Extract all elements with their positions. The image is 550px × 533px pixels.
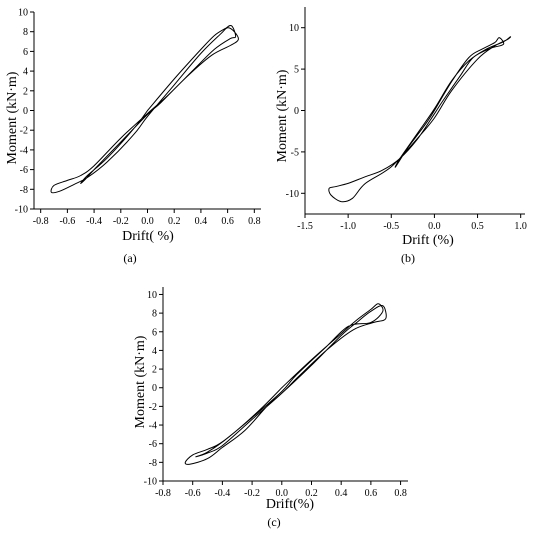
chart-c-y-tick-label: 10	[147, 290, 157, 301]
chart-c-x-tick-label: 0.6	[365, 488, 378, 499]
chart-a-y-tick-label: 2	[23, 86, 28, 97]
chart-a-x-tick-label: -0.6	[59, 216, 75, 227]
chart-c-x-tick-label: 0.4	[335, 488, 348, 499]
chart-a-x-axis-label: Drift( %)	[122, 229, 174, 244]
chart-a-x-tick-label: 0.8	[248, 216, 261, 227]
chart-a: -0.8 -0.6 -0.4 -0.2 0.0 0.2 0.4 0.6 0.8 -10-8-6-…	[5, 8, 261, 265]
chart-a-y-axis-label: Moment (kN·m)	[5, 71, 20, 164]
chart-b-panel-label: (b)	[401, 251, 415, 265]
chart-a-y-tick-label: -10	[15, 205, 28, 216]
chart-b-y-tick-label: -10	[286, 189, 299, 200]
chart-c-x-tick-label: -0.8	[155, 488, 171, 499]
chart-a-y-tick-label: 6	[23, 47, 28, 58]
chart-c-x-tick-label: 0.2	[305, 488, 318, 499]
chart-b-x-tick-label: -1.0	[340, 221, 356, 232]
chart-b-x-tick-label: -1.5	[297, 221, 313, 232]
chart-c-panel-label: (c)	[267, 515, 280, 529]
chart-b-x-axis-label: Drift (%)	[402, 233, 454, 248]
chart-b-x-tick-label: 0.0	[428, 221, 441, 232]
chart-c-y-axis-label: Moment (kN·m)	[133, 335, 148, 428]
chart-a-x-tick-label: 0.6	[221, 216, 234, 227]
chart-c-x-tick-label: -0.6	[185, 488, 201, 499]
chart-c-y-tick-label: 0	[152, 383, 157, 394]
chart-a-y-tick-label: -4	[20, 145, 28, 156]
chart-c-hysteresis-curve	[184, 303, 387, 465]
chart-b-y-ticks: -10 -5 0 5 10	[286, 23, 305, 200]
chart-a-x-tick-label: -0.2	[113, 216, 129, 227]
chart-a-panel-label: (a)	[123, 251, 136, 265]
chart-b-y-tick-label: -5	[291, 147, 299, 158]
chart-b-y-tick-label: 5	[294, 65, 299, 76]
chart-a-y-tick-label: -8	[20, 185, 28, 196]
chart-c: -0.8 -0.6 -0.4 -0.2 0.0 0.2 0.4 0.6 0.8 -10-8-6-…	[133, 287, 408, 529]
chart-a-x-ticks: -0.8 -0.6 -0.4 -0.2 0.0 0.2 0.4 0.6 0.8	[33, 209, 261, 227]
chart-b: -1.5 -1.0 -0.5 0.0 0.5 1.0 -10 -5 0 5 10 Drift (%…	[275, 7, 527, 265]
chart-a-y-tick-label: 4	[23, 67, 28, 78]
chart-c-y-tick-label: -4	[149, 421, 157, 432]
chart-b-x-tick-label: -0.5	[383, 221, 399, 232]
chart-c-y-tick-label: -2	[149, 402, 157, 413]
chart-c-y-tick-label: 6	[152, 327, 157, 338]
chart-c-y-tick-label: 4	[152, 346, 157, 357]
chart-a-hysteresis-curve	[50, 24, 239, 194]
chart-c-curves	[184, 303, 387, 465]
chart-c-x-tick-label: 0.8	[394, 488, 407, 499]
chart-c-x-tick-label: -0.2	[244, 488, 260, 499]
chart-a-x-tick-label: -0.4	[86, 216, 102, 227]
chart-b-hysteresis-curve	[328, 36, 512, 203]
chart-a-y-ticks: -10 -8 -6 -4 -2 0 2 4 6 8 10	[15, 8, 34, 216]
chart-c-x-tick-label: -0.4	[214, 488, 230, 499]
chart-b-x-tick-label: 0.5	[471, 221, 484, 232]
chart-c-y-ticks: -10 -8 -6 -4 -2 0 2 4 6 8 10	[144, 290, 163, 488]
chart-c-y-tick-label: -8	[149, 458, 157, 469]
chart-c-y-tick-label: 2	[152, 365, 157, 376]
chart-a-y-tick-label: -2	[20, 126, 28, 137]
chart-a-x-tick-label: 0.0	[141, 216, 154, 227]
chart-c-y-tick-label: -6	[149, 439, 157, 450]
chart-a-y-tick-label: 10	[18, 8, 28, 19]
chart-c-x-tick-label: 0.0	[276, 488, 289, 499]
chart-c-y-tick-label: 8	[152, 309, 157, 320]
chart-c-x-axis-label: Drift(%)	[266, 497, 315, 512]
chart-c-y-tick-label: -10	[144, 477, 157, 488]
chart-a-x-tick-label: 0.4	[195, 216, 208, 227]
chart-b-curves	[328, 36, 512, 203]
chart-a-x-tick-label: -0.8	[33, 216, 49, 227]
chart-b-y-tick-label: 0	[294, 106, 299, 117]
chart-a-curves	[50, 24, 239, 194]
chart-b-x-ticks: -1.5 -1.0 -0.5 0.0 0.5 1.0	[297, 214, 527, 232]
chart-a-x-tick-label: 0.2	[168, 216, 181, 227]
chart-b-y-axis-label: Moment (kN·m)	[275, 69, 290, 162]
chart-a-y-tick-label: 0	[23, 106, 28, 117]
chart-b-x-tick-label: 1.0	[514, 221, 527, 232]
chart-c-x-ticks: -0.8 -0.6 -0.4 -0.2 0.0 0.2 0.4 0.6 0.8	[155, 481, 407, 499]
chart-a-y-tick-label: -6	[20, 165, 28, 176]
chart-b-y-tick-label: 10	[289, 23, 299, 34]
chart-a-y-tick-label: 8	[23, 27, 28, 38]
